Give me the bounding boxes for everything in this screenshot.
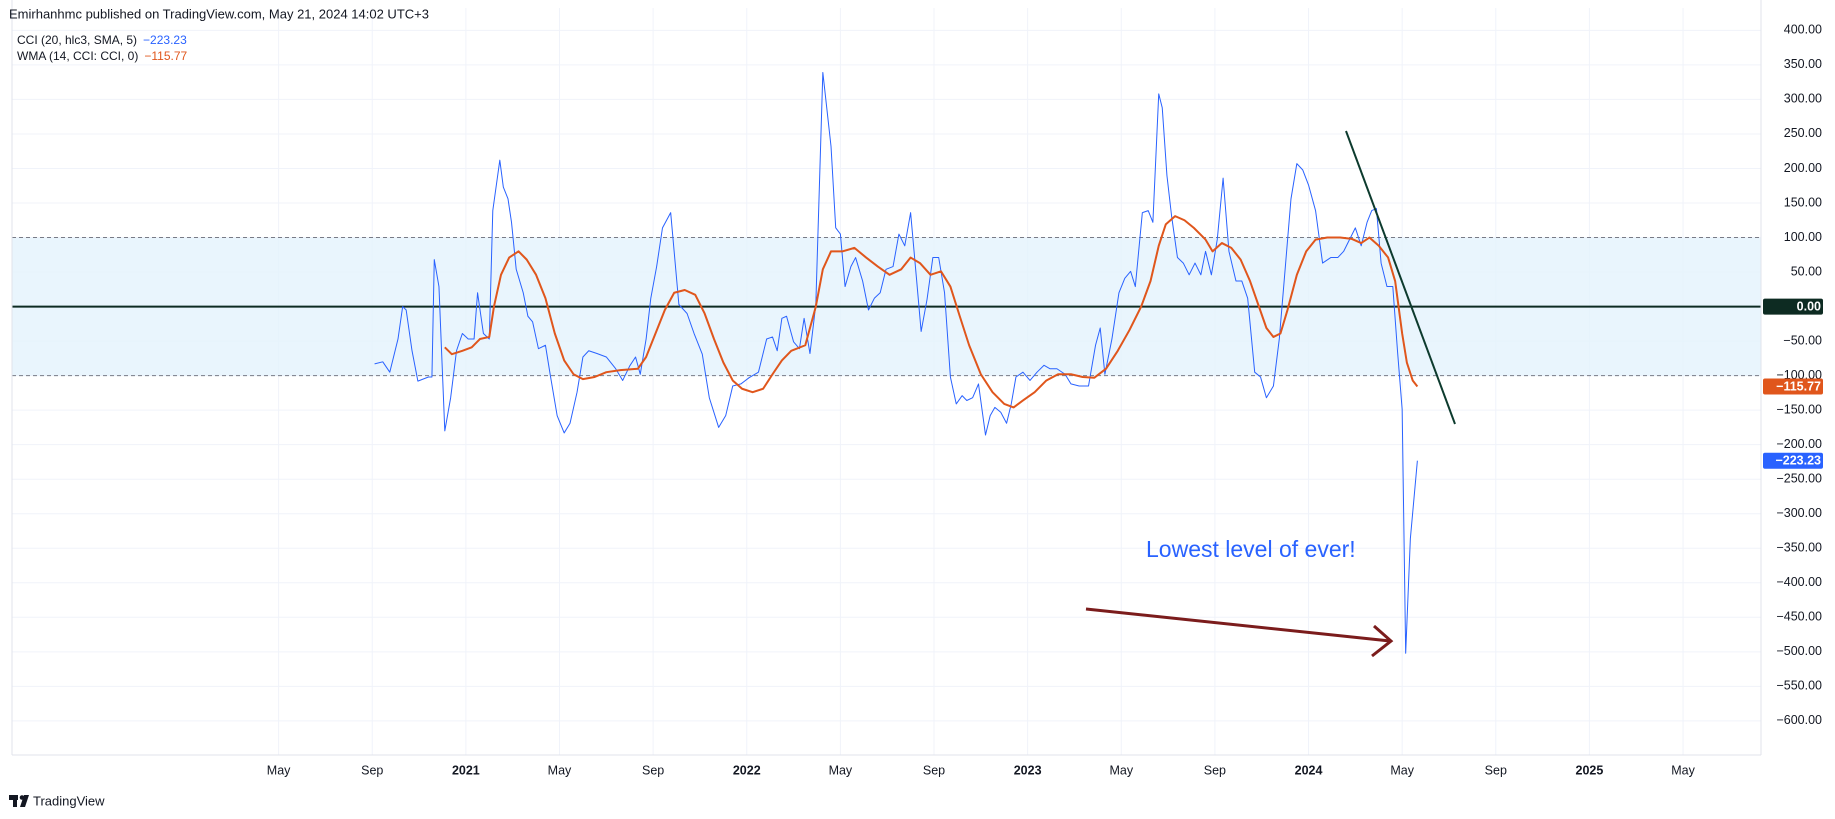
x-tick-label: 2021	[452, 763, 480, 777]
y-tick-label: −450.00	[1776, 610, 1822, 624]
y-tick-label: −150.00	[1776, 402, 1822, 416]
y-tick-label: 350.00	[1784, 57, 1822, 71]
series-line	[374, 71, 1418, 654]
x-tick-label: May	[267, 763, 291, 777]
x-tick-label: 2024	[1295, 763, 1323, 777]
x-tick-label: May	[1109, 763, 1133, 777]
legend: CCI (20, hlc3, SMA, 5) −223.23 WMA (14, CC…	[17, 33, 188, 63]
price-badge-label: 0.00	[1797, 299, 1821, 313]
price-badge	[1763, 298, 1823, 315]
x-tick-label: Sep	[923, 763, 945, 777]
y-tick-label: 250.00	[1784, 126, 1822, 140]
price-badge	[1763, 378, 1823, 395]
y-tick-label: −500.00	[1776, 644, 1822, 658]
y-tick-label: −250.00	[1776, 472, 1822, 486]
y-tick-label: 400.00	[1784, 23, 1822, 37]
y-tick-label: 150.00	[1784, 195, 1822, 209]
price-badge	[1763, 452, 1823, 469]
y-tick-label: −100.00	[1776, 368, 1822, 382]
arrow-head	[1371, 624, 1394, 658]
y-tick-label: 300.00	[1784, 92, 1822, 106]
band-group	[12, 237, 1761, 377]
trend-line	[1345, 130, 1456, 425]
x-tick-label: Sep	[1485, 763, 1507, 777]
arrow-shaft	[1085, 607, 1391, 643]
logo-stem	[13, 795, 17, 807]
y-tick-label: 50.00	[1791, 264, 1822, 278]
y-tick-label: −350.00	[1776, 541, 1822, 555]
y-tick-label: 100.00	[1784, 230, 1822, 244]
legend-entry: WMA (14, CCI: CCI, 0)	[17, 49, 138, 63]
y-tick-label: −600.00	[1776, 713, 1822, 727]
y-tick-label: −400.00	[1776, 575, 1822, 589]
legend-value: −223.23	[143, 33, 187, 47]
series-group	[374, 71, 1419, 654]
y-tick-label: −50.00	[1783, 333, 1822, 347]
logo	[9, 795, 29, 807]
x-tick-label: 2023	[1014, 763, 1042, 777]
annotation: Lowest level of ever!	[1146, 536, 1356, 562]
price-badge-label: −223.23	[1775, 454, 1821, 468]
y-tick-label: −200.00	[1776, 437, 1822, 451]
legend-entry: CCI (20, hlc3, SMA, 5)	[17, 33, 137, 47]
footer: TradingView	[33, 793, 105, 808]
x-tick-label: May	[1390, 763, 1414, 777]
legend-value: −115.77	[144, 49, 187, 63]
x-tick-label: 2025	[1576, 763, 1604, 777]
x-tick-label: Sep	[642, 763, 664, 777]
x-tick-label: Sep	[1204, 763, 1226, 777]
logo-slash	[20, 795, 29, 807]
x-tick-label: May	[548, 763, 572, 777]
axes: 400.00 350.00 300.00 250.00 200.00 150.00 100.…	[11, 0, 1823, 777]
y-tick-label: −300.00	[1776, 506, 1822, 520]
price-badge-label: −115.77	[1776, 379, 1821, 393]
y-tick-label: 200.00	[1784, 161, 1822, 175]
x-tick-label: 2022	[733, 763, 761, 777]
x-tick-label: May	[829, 763, 853, 777]
x-tick-label: Sep	[361, 763, 383, 777]
series-line	[444, 215, 1419, 409]
y-tick-label: −550.00	[1776, 679, 1822, 693]
header: Emirhanhmc published on TradingView.com,…	[9, 6, 429, 21]
x-tick-label: May	[1671, 763, 1695, 777]
